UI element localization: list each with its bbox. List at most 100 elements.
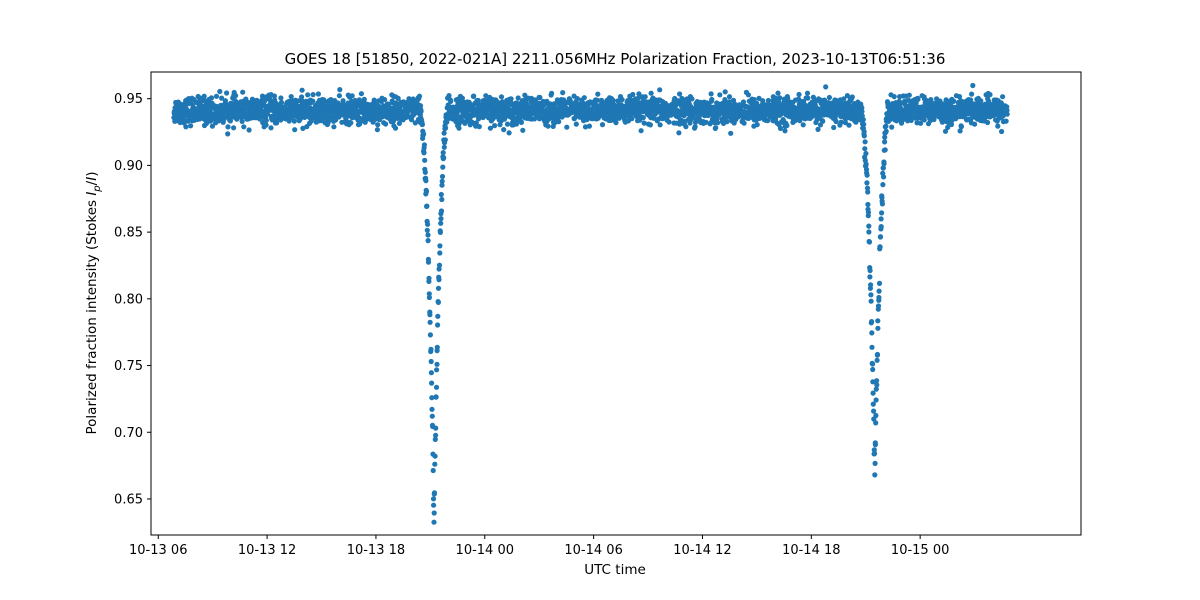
data-point bbox=[426, 294, 432, 301]
data-point bbox=[745, 92, 752, 98]
data-point bbox=[883, 128, 889, 134]
data-point bbox=[677, 91, 683, 97]
data-point bbox=[431, 490, 438, 496]
data-point bbox=[438, 216, 444, 222]
data-point bbox=[438, 208, 445, 214]
data-point bbox=[921, 117, 927, 123]
data-point bbox=[918, 120, 924, 126]
data-point bbox=[844, 93, 851, 99]
data-point bbox=[425, 259, 432, 265]
data-point bbox=[777, 95, 783, 101]
data-point bbox=[582, 124, 589, 130]
data-point bbox=[968, 97, 974, 103]
data-point bbox=[386, 101, 392, 107]
data-point bbox=[574, 96, 581, 102]
data-point bbox=[703, 119, 709, 125]
data-point bbox=[943, 114, 949, 120]
data-point bbox=[641, 120, 647, 126]
data-point bbox=[628, 97, 634, 103]
data-point bbox=[873, 386, 879, 392]
data-point bbox=[225, 124, 231, 130]
data-point bbox=[880, 182, 886, 188]
data-point bbox=[894, 118, 900, 124]
data-point bbox=[599, 122, 606, 128]
data-point bbox=[349, 93, 355, 99]
data-point bbox=[430, 467, 436, 474]
data-point bbox=[441, 155, 447, 161]
data-point bbox=[504, 121, 511, 127]
y-tick-label: 0.90 bbox=[114, 159, 143, 174]
data-point bbox=[870, 390, 876, 396]
data-point bbox=[429, 380, 435, 386]
y-tick-label: 0.95 bbox=[114, 92, 143, 107]
data-point bbox=[431, 510, 437, 516]
data-point bbox=[537, 94, 543, 101]
data-point bbox=[208, 95, 215, 101]
data-point bbox=[906, 92, 912, 98]
data-point bbox=[271, 93, 277, 99]
data-point bbox=[1004, 111, 1010, 117]
data-point bbox=[498, 94, 505, 100]
data-point bbox=[820, 118, 826, 124]
data-point bbox=[709, 96, 715, 103]
data-point bbox=[985, 119, 991, 126]
data-point bbox=[972, 121, 978, 127]
data-point bbox=[872, 451, 878, 457]
data-point bbox=[231, 125, 237, 131]
data-point bbox=[874, 378, 880, 384]
data-point bbox=[861, 121, 867, 127]
data-point bbox=[383, 121, 389, 127]
data-point bbox=[440, 164, 446, 170]
data-point bbox=[337, 87, 343, 93]
data-point bbox=[875, 303, 882, 309]
data-point bbox=[299, 94, 305, 100]
chart-title: GOES 18 [51850, 2022-021A] 2211.056MHz P… bbox=[285, 50, 946, 68]
x-tick-label: 10-13 18 bbox=[347, 543, 405, 558]
data-point bbox=[872, 472, 878, 478]
data-point bbox=[872, 460, 878, 466]
data-point bbox=[487, 125, 493, 131]
data-point bbox=[915, 96, 921, 102]
data-point bbox=[263, 117, 269, 124]
data-point bbox=[864, 172, 870, 178]
data-point bbox=[201, 93, 207, 99]
data-point bbox=[422, 169, 428, 175]
data-point bbox=[233, 93, 239, 99]
data-point bbox=[874, 351, 881, 358]
data-point bbox=[713, 125, 719, 131]
data-point bbox=[425, 232, 431, 238]
data-point bbox=[717, 92, 723, 98]
data-point bbox=[873, 420, 879, 426]
data-point bbox=[647, 122, 654, 128]
data-point bbox=[883, 123, 889, 129]
data-point bbox=[428, 358, 434, 365]
data-point bbox=[269, 117, 275, 123]
data-point bbox=[868, 282, 874, 288]
data-point bbox=[348, 120, 354, 126]
data-point bbox=[315, 91, 321, 97]
data-point bbox=[432, 436, 438, 442]
data-point bbox=[872, 442, 879, 448]
data-point bbox=[866, 239, 873, 245]
data-point bbox=[740, 99, 747, 105]
data-point bbox=[878, 224, 884, 230]
data-point bbox=[1003, 118, 1009, 124]
data-point bbox=[870, 401, 876, 407]
data-point bbox=[288, 94, 294, 100]
data-point bbox=[635, 95, 641, 101]
data-point bbox=[432, 461, 438, 467]
data-point bbox=[274, 120, 280, 126]
data-point bbox=[340, 98, 346, 104]
data-point bbox=[869, 330, 875, 336]
data-point bbox=[784, 122, 790, 129]
data-point bbox=[869, 319, 875, 325]
data-point bbox=[683, 124, 689, 130]
data-point bbox=[573, 121, 579, 127]
data-point bbox=[371, 97, 377, 103]
data-point bbox=[506, 130, 512, 136]
data-point bbox=[866, 229, 872, 235]
data-point bbox=[427, 332, 433, 338]
data-point bbox=[419, 121, 425, 128]
data-point bbox=[728, 130, 734, 136]
